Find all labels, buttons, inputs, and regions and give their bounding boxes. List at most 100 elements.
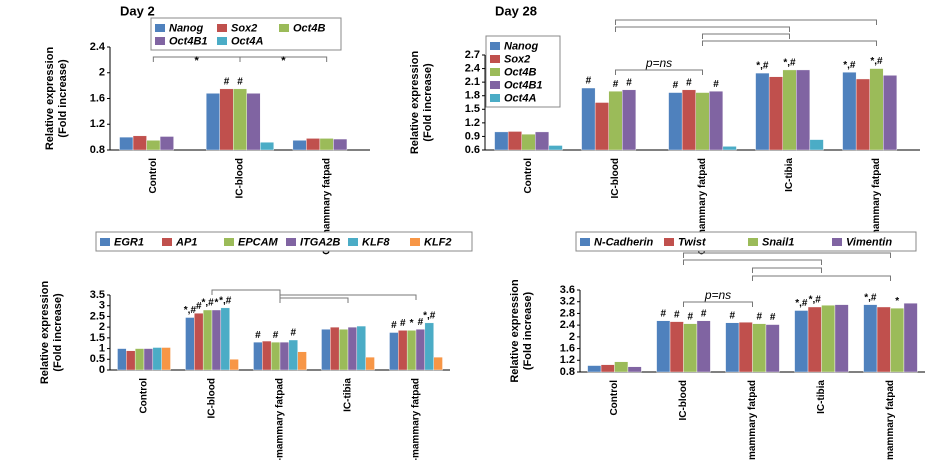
significance-mark: # bbox=[756, 311, 762, 322]
y-axis-label: (Fold increase) bbox=[57, 59, 69, 138]
bar bbox=[855, 78, 870, 151]
bar bbox=[594, 102, 609, 151]
y-tick-label: 1.5 bbox=[90, 332, 105, 344]
bar bbox=[548, 145, 563, 151]
bar bbox=[117, 348, 127, 371]
legend-label: EGR1 bbox=[114, 236, 144, 248]
significance-mark: # bbox=[770, 312, 776, 323]
x-tick-label: OT-mammary fatpad bbox=[697, 158, 708, 255]
bracket bbox=[752, 275, 891, 281]
bracket bbox=[683, 252, 891, 258]
bar bbox=[389, 332, 399, 371]
significance-mark: # bbox=[586, 76, 592, 87]
bar bbox=[119, 136, 134, 151]
significance-mark: *,# bbox=[423, 310, 436, 321]
legend-swatch bbox=[490, 68, 500, 76]
bracket bbox=[752, 267, 822, 273]
bar bbox=[211, 309, 222, 371]
y-axis-label: Relative expression bbox=[409, 51, 421, 155]
bar bbox=[229, 359, 239, 371]
y-tick-label: 0 bbox=[99, 364, 105, 376]
legend-label: AP1 bbox=[175, 236, 197, 248]
significance-mark: *,# bbox=[219, 295, 232, 306]
bar bbox=[809, 139, 824, 151]
significance-mark: # bbox=[418, 317, 424, 328]
bracket-label: * bbox=[195, 55, 200, 67]
bar bbox=[126, 350, 136, 371]
x-tick-label: IC-mammary fatpad bbox=[885, 380, 896, 460]
bar bbox=[587, 365, 602, 373]
bar bbox=[765, 324, 780, 373]
x-tick-label: Control bbox=[609, 380, 620, 416]
bar bbox=[883, 75, 898, 151]
y-axis-label: Relative expression bbox=[509, 279, 521, 383]
y-tick-label: 2.4 bbox=[560, 319, 576, 331]
significance-mark: # bbox=[273, 330, 279, 341]
y-tick-label: 2.7 bbox=[465, 49, 480, 61]
y-tick-label: 0.9 bbox=[465, 130, 480, 142]
bar bbox=[297, 351, 307, 371]
legend-label: KLF2 bbox=[424, 236, 452, 248]
bracket-label: p=ns bbox=[704, 288, 731, 302]
y-tick-label: 1.5 bbox=[465, 103, 480, 115]
legend-swatch bbox=[155, 24, 165, 32]
bar bbox=[132, 135, 147, 151]
bar bbox=[194, 313, 204, 371]
significance-mark: # bbox=[400, 318, 406, 329]
legend-swatch bbox=[748, 238, 758, 246]
y-tick-label: 3.5 bbox=[90, 289, 105, 301]
bar bbox=[152, 347, 162, 371]
bracket bbox=[702, 40, 877, 46]
bracket bbox=[211, 289, 281, 295]
y-tick-label: 2.8 bbox=[560, 307, 575, 319]
legend-swatch bbox=[664, 238, 674, 246]
y-tick-label: 1.2 bbox=[90, 118, 105, 130]
bracket bbox=[279, 294, 417, 300]
bar bbox=[668, 92, 683, 151]
x-tick-label: IC-tibia bbox=[784, 158, 795, 192]
significance-mark: *,# bbox=[184, 305, 197, 316]
significance-mark: *,# bbox=[783, 58, 796, 69]
y-tick-label: 3 bbox=[99, 300, 105, 312]
bar bbox=[821, 305, 836, 373]
y-tick-label: 2.5 bbox=[90, 310, 105, 322]
significance-mark: *,# bbox=[201, 298, 214, 309]
legend-swatch bbox=[279, 24, 289, 32]
bar bbox=[260, 142, 274, 151]
bar bbox=[288, 339, 298, 371]
y-tick-label: 1.6 bbox=[90, 92, 105, 104]
y-axis-label: (Fold increase) bbox=[422, 63, 434, 142]
legend-label: Nanog bbox=[169, 22, 204, 34]
bar bbox=[614, 361, 629, 373]
bracket-label: * bbox=[281, 55, 286, 67]
bracket-label: p=ns bbox=[645, 56, 672, 70]
bar bbox=[205, 93, 220, 151]
legend-box bbox=[150, 17, 342, 51]
bar bbox=[219, 88, 234, 151]
bar bbox=[669, 321, 684, 373]
significance-mark: # bbox=[224, 76, 230, 87]
bar bbox=[415, 329, 426, 371]
x-tick-label: OT-mammary fatpad bbox=[275, 378, 286, 460]
bar bbox=[683, 323, 698, 373]
bracket bbox=[279, 297, 349, 303]
bar bbox=[709, 90, 724, 151]
bar bbox=[338, 329, 349, 371]
legend-swatch bbox=[580, 238, 590, 246]
bar bbox=[681, 89, 696, 151]
bar bbox=[220, 307, 230, 371]
significance-mark: # bbox=[730, 310, 736, 321]
bar bbox=[755, 72, 770, 151]
significance-mark: # bbox=[701, 308, 707, 319]
x-tick-label: OT-mammary fatpad bbox=[321, 158, 332, 255]
y-tick-label: 1.2 bbox=[465, 117, 480, 129]
bar bbox=[333, 138, 348, 151]
x-tick-label: IC-blood bbox=[610, 158, 621, 199]
y-tick-label: 3.2 bbox=[560, 296, 575, 308]
bracket bbox=[683, 259, 822, 265]
bar bbox=[535, 131, 550, 151]
significance-mark: *,# bbox=[795, 298, 808, 309]
significance-mark: # bbox=[686, 77, 692, 88]
y-tick-label: 2 bbox=[569, 331, 575, 343]
bar bbox=[834, 304, 849, 373]
